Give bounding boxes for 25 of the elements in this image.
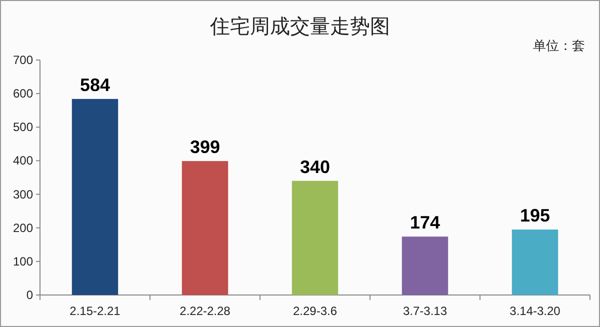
- y-tick-label: 0: [26, 288, 34, 302]
- chart-title: 住宅周成交量走势图: [209, 15, 390, 38]
- y-tick-label: 700: [12, 53, 34, 67]
- x-tick-label: 2.15-2.21: [70, 304, 121, 318]
- data-label: 174: [410, 212, 440, 233]
- text: 单位：套: [533, 38, 585, 53]
- bar: [182, 161, 228, 295]
- y-tick-label: 100: [12, 254, 34, 268]
- y-tick-label: 200: [12, 220, 34, 235]
- x-tick-label: 3.7-3.13: [402, 304, 448, 318]
- bar: [512, 230, 558, 295]
- x-tick-label: 2.22-2.28: [180, 304, 231, 318]
- data-label: 399: [190, 137, 220, 158]
- y-tick-label: 500: [12, 120, 34, 134]
- x-tick-label: 2.29-3.6: [292, 304, 338, 318]
- data-label: 195: [520, 206, 550, 226]
- y-tick-label: 600: [12, 86, 34, 101]
- x-tick-label: 3.14-3.20: [510, 304, 561, 318]
- y-tick-label: 400: [12, 154, 34, 168]
- y-tick-label: 300: [12, 187, 34, 202]
- data-label: 584: [80, 74, 110, 95]
- bar: [402, 236, 448, 295]
- bar: [72, 98, 118, 295]
- data-label: 340: [300, 156, 330, 177]
- bar: [292, 180, 338, 295]
